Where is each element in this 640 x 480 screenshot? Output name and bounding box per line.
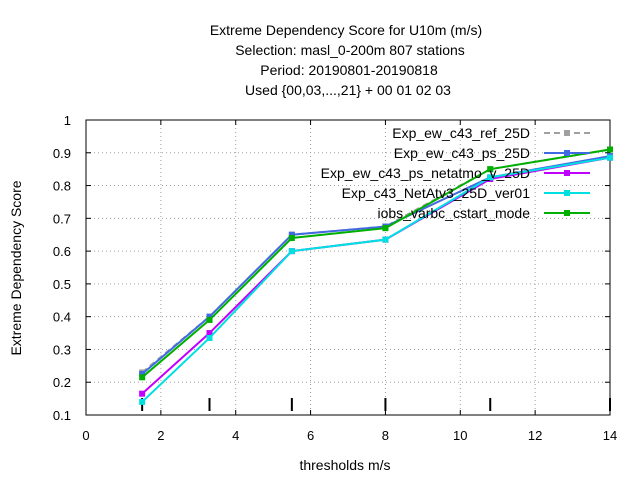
y-tick-label: 0.5	[53, 277, 71, 292]
x-axis-label: thresholds m/s	[299, 457, 390, 473]
threshold-marks	[141, 398, 611, 411]
series-line	[141, 148, 611, 379]
legend: Exp_ew_c43_ref_25D Exp_ew_c43_ps_25D Exp_e…	[321, 125, 590, 221]
data-point	[139, 398, 146, 405]
x-tick-label: 14	[603, 428, 617, 443]
y-axis-label: Extreme Dependency Score	[8, 180, 24, 355]
data-point	[288, 235, 295, 241]
series-layer	[139, 146, 613, 405]
series-4	[139, 154, 613, 405]
data-point	[139, 374, 146, 381]
data-point	[607, 146, 613, 153]
data-point	[288, 248, 295, 255]
legend-marker	[564, 210, 570, 216]
series-5	[139, 146, 613, 381]
x-axis: 0 2 4 6 8 10 12 14	[82, 120, 617, 443]
y-tick-label: 0.1	[53, 408, 71, 423]
legend-label: Exp_ew_c43_ps_netatmo_v_25D	[321, 165, 530, 181]
data-point	[206, 330, 213, 337]
legend-item-4: Exp_c43_NetAtv3_25D_ver01	[342, 185, 590, 201]
legend-marker	[564, 130, 570, 136]
data-point	[206, 334, 213, 341]
y-tick-label: 0.2	[53, 375, 71, 390]
legend-marker	[564, 170, 570, 176]
legend-label: Exp_c43_NetAtv3_25D_ver01	[342, 185, 531, 201]
series-line	[141, 156, 611, 403]
legend-label: iobs_varbc_cstart_mode	[377, 205, 530, 221]
data-point	[288, 231, 295, 238]
title-line-3: Period: 20190801-20190818	[260, 62, 438, 78]
x-tick-label: 8	[382, 428, 389, 443]
legend-item-3: Exp_ew_c43_ps_netatmo_v_25D	[321, 165, 590, 181]
title-line-4: Used {00,03,...,21} + 00 01 02 03	[245, 82, 451, 98]
x-tick-label: 2	[157, 428, 164, 443]
y-tick-label: 0.9	[53, 146, 71, 161]
data-point	[382, 236, 389, 243]
data-point	[607, 154, 613, 161]
data-point	[206, 316, 213, 323]
chart-title: Extreme Dependency Score for U10m (m/s) …	[210, 22, 482, 98]
x-tick-label: 0	[82, 428, 89, 443]
y-tick-label: 0.4	[53, 310, 71, 325]
data-point	[382, 225, 389, 232]
data-point	[206, 313, 213, 320]
y-axis: 0.1 0.2 0.3 0.4 0.5 0.6 0.7 0.8 0.9 1	[53, 113, 610, 423]
plot-frame	[85, 119, 611, 416]
data-point	[139, 371, 146, 378]
data-point	[139, 390, 146, 397]
legend-item-1: Exp_ew_c43_ref_25D	[392, 125, 590, 141]
data-point	[487, 166, 494, 173]
legend-item-2: Exp_ew_c43_ps_25D	[394, 145, 590, 161]
legend-marker	[564, 150, 570, 156]
y-tick-label: 0.8	[53, 179, 71, 194]
data-point	[487, 174, 494, 181]
x-tick-label: 12	[528, 428, 542, 443]
x-tick-label: 4	[232, 428, 239, 443]
x-tick-label: 6	[307, 428, 314, 443]
title-line-1: Extreme Dependency Score for U10m (m/s)	[210, 22, 482, 38]
legend-label: Exp_ew_c43_ps_25D	[394, 145, 530, 161]
y-tick-label: 0.6	[53, 244, 71, 259]
legend-label: Exp_ew_c43_ref_25D	[392, 125, 530, 141]
y-tick-label: 1	[64, 113, 71, 128]
title-line-2: Selection: masl_0-200m 807 stations	[235, 42, 465, 58]
x-tick-label: 10	[453, 428, 467, 443]
grid	[86, 120, 610, 415]
legend-item-5: iobs_varbc_cstart_mode	[377, 205, 590, 221]
legend-marker	[564, 190, 570, 196]
y-tick-label: 0.3	[53, 342, 71, 357]
y-tick-label: 0.7	[53, 211, 71, 226]
